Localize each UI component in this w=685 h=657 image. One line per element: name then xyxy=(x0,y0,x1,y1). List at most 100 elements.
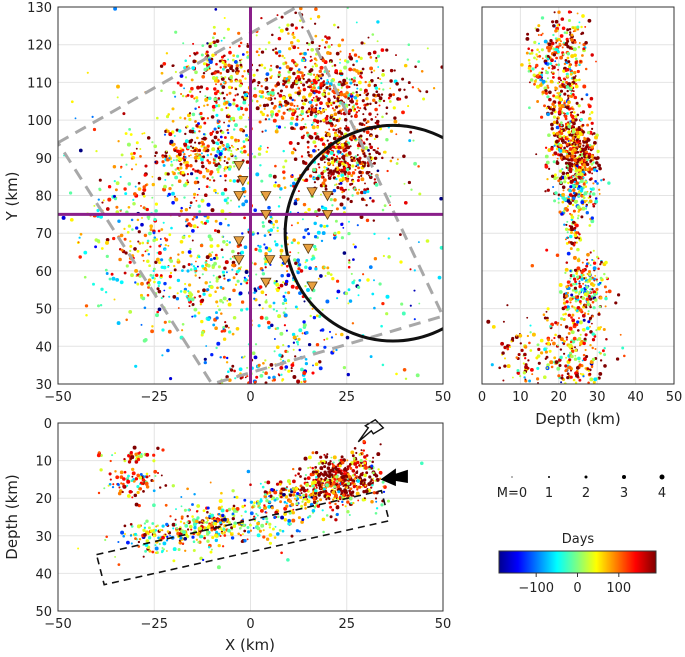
event-point xyxy=(222,328,225,331)
event-point xyxy=(143,306,147,310)
event-point xyxy=(228,146,231,149)
event-point xyxy=(599,276,603,280)
event-point xyxy=(377,66,380,68)
event-point xyxy=(96,453,101,458)
event-point xyxy=(324,131,327,134)
event-point xyxy=(257,84,259,87)
event-point xyxy=(572,274,576,278)
event-point xyxy=(380,82,383,85)
event-point xyxy=(366,120,370,124)
event-point xyxy=(564,312,567,316)
event-point xyxy=(558,42,562,46)
event-point xyxy=(579,132,583,137)
event-point xyxy=(312,148,316,153)
event-point xyxy=(284,80,288,83)
y-tick-label: 100 xyxy=(27,114,52,129)
event-point xyxy=(181,329,184,332)
event-point xyxy=(582,273,585,277)
event-point xyxy=(287,75,292,80)
event-point xyxy=(245,50,249,54)
event-point xyxy=(573,277,577,281)
event-point xyxy=(155,116,159,120)
event-point xyxy=(389,87,392,90)
event-point xyxy=(549,360,554,365)
event-point xyxy=(205,219,210,224)
event-point xyxy=(581,54,584,57)
event-point xyxy=(576,295,580,298)
event-point xyxy=(167,265,170,268)
event-point xyxy=(228,50,232,55)
event-point xyxy=(565,223,568,226)
event-point xyxy=(228,330,232,334)
event-point xyxy=(425,239,430,243)
event-point xyxy=(188,206,191,209)
event-point xyxy=(336,484,341,489)
event-point xyxy=(327,97,331,101)
event-point xyxy=(595,287,599,291)
event-point xyxy=(211,41,214,44)
event-point xyxy=(299,475,302,478)
event-point xyxy=(269,363,274,367)
event-point xyxy=(340,173,345,178)
station-triangle-icon xyxy=(306,187,318,198)
event-point xyxy=(221,144,224,147)
event-point xyxy=(547,66,551,70)
event-point xyxy=(326,266,330,270)
event-point xyxy=(128,310,133,314)
event-point xyxy=(124,192,128,196)
event-point xyxy=(325,224,329,228)
event-point xyxy=(151,196,154,199)
event-point xyxy=(220,108,224,112)
event-point xyxy=(342,251,347,255)
event-point xyxy=(559,355,563,360)
event-point xyxy=(194,170,197,173)
event-point xyxy=(417,165,420,168)
event-point xyxy=(574,299,578,303)
event-point xyxy=(199,85,204,89)
event-point xyxy=(216,192,219,195)
event-point xyxy=(200,152,203,155)
event-point xyxy=(576,27,580,31)
event-point xyxy=(572,188,576,192)
event-point xyxy=(584,25,587,28)
event-point xyxy=(266,146,269,149)
event-point xyxy=(135,226,139,230)
event-point xyxy=(197,255,201,259)
event-point xyxy=(353,83,356,86)
event-point xyxy=(323,178,327,182)
event-point xyxy=(188,305,191,308)
event-point xyxy=(293,157,298,161)
event-point xyxy=(559,143,563,148)
event-point xyxy=(278,66,282,70)
event-point xyxy=(281,96,286,100)
event-point xyxy=(349,56,354,61)
event-point xyxy=(566,135,569,138)
event-point xyxy=(355,465,359,469)
event-point xyxy=(244,376,247,379)
event-point xyxy=(335,183,338,186)
event-point xyxy=(556,366,561,371)
event-point xyxy=(221,91,225,95)
event-point xyxy=(280,264,284,267)
event-point xyxy=(352,457,356,460)
event-point xyxy=(555,41,558,44)
event-point xyxy=(279,28,284,33)
event-point xyxy=(206,103,209,107)
event-point xyxy=(274,242,279,247)
event-point xyxy=(190,86,194,91)
event-point xyxy=(227,370,230,374)
event-point xyxy=(558,176,563,181)
event-point xyxy=(510,340,513,343)
event-point xyxy=(273,97,277,100)
event-point xyxy=(583,337,587,341)
event-point xyxy=(569,225,574,229)
event-point xyxy=(589,344,592,347)
event-point xyxy=(546,363,550,367)
event-point xyxy=(571,339,576,344)
event-point xyxy=(601,349,605,353)
event-point xyxy=(234,87,238,91)
event-point xyxy=(546,341,551,346)
event-point xyxy=(135,163,138,166)
event-point xyxy=(360,122,364,126)
event-point xyxy=(254,247,258,251)
